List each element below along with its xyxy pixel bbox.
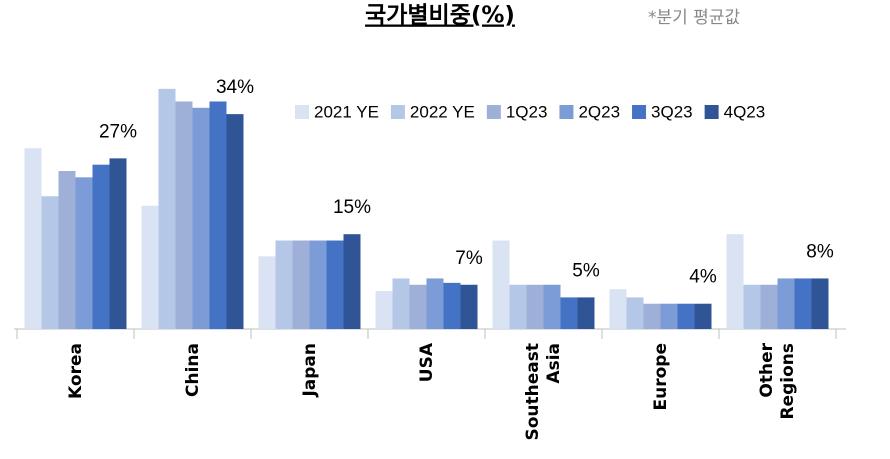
bar	[777, 278, 795, 329]
chart-title: 국가별비중(%)	[365, 3, 515, 29]
x-tick-label: China	[168, 343, 218, 453]
bar	[226, 114, 244, 330]
bar	[109, 158, 127, 329]
legend-label: 2Q23	[578, 102, 620, 121]
x-tick-label-text: Korea	[65, 343, 85, 399]
data-label: 7%	[455, 248, 483, 269]
bar	[460, 284, 478, 329]
legend-swatch	[559, 105, 574, 119]
bar	[509, 284, 527, 329]
bar	[743, 284, 761, 329]
bar	[326, 240, 344, 329]
bar	[41, 196, 59, 329]
bar	[577, 297, 595, 329]
bar	[175, 101, 193, 329]
bar	[309, 240, 327, 329]
legend-swatch	[390, 105, 405, 119]
data-label: 34%	[216, 77, 254, 98]
x-tick-label-text: USA	[416, 343, 436, 383]
bar	[677, 303, 695, 329]
x-tick-label-text: China	[182, 343, 202, 397]
legend-swatch	[632, 105, 647, 119]
data-label: 8%	[806, 241, 834, 262]
x-tick-label-text: Southeast Asia	[522, 343, 564, 441]
bar	[275, 240, 293, 329]
x-tick-label: Japan	[285, 343, 335, 453]
bar	[343, 234, 361, 329]
x-tick-label: Southeast Asia	[519, 343, 569, 453]
data-label: 5%	[572, 260, 600, 281]
bar	[409, 284, 427, 329]
legend-swatch	[704, 105, 719, 119]
bar	[258, 256, 276, 329]
x-tick-label: Other Regions	[753, 343, 803, 453]
legend-label: 2022 YE	[410, 102, 475, 121]
bar	[392, 278, 410, 329]
bar	[375, 291, 393, 329]
bar	[209, 101, 227, 329]
x-tick-label: USA	[402, 343, 452, 453]
bar	[760, 284, 778, 329]
legend-label: 1Q23	[506, 102, 548, 121]
bar	[560, 297, 578, 329]
x-tick-label: Europe	[636, 343, 686, 453]
bar	[811, 278, 829, 329]
bar	[643, 303, 661, 329]
bar	[609, 289, 627, 329]
data-label: 27%	[99, 121, 137, 142]
bar	[426, 278, 444, 329]
data-label: 15%	[333, 197, 371, 218]
x-tick-label: Korea	[51, 343, 101, 453]
legend-label: 3Q23	[651, 102, 693, 121]
legend-label: 4Q23	[724, 102, 766, 121]
bar	[694, 303, 712, 329]
bar	[292, 240, 310, 329]
bar	[192, 107, 210, 329]
legend-swatch	[486, 105, 501, 119]
bar	[75, 177, 93, 329]
chart-subtitle: *분기 평균값	[648, 8, 740, 28]
x-tick-label-text: Europe	[650, 343, 670, 411]
x-tick-label-text: Japan	[299, 343, 319, 397]
bar	[443, 282, 461, 329]
bar	[92, 164, 110, 329]
bar	[526, 284, 544, 329]
bar	[794, 278, 812, 329]
bar	[543, 284, 561, 329]
bar	[726, 234, 744, 329]
legend-swatch	[295, 105, 309, 119]
x-tick-label-text: Other Regions	[756, 343, 798, 420]
bar	[141, 205, 159, 329]
data-label: 4%	[689, 267, 717, 288]
bar	[158, 88, 176, 329]
bar	[626, 297, 644, 329]
bar	[492, 240, 510, 329]
bar	[660, 303, 678, 329]
legend-label: 2021 YE	[314, 102, 379, 121]
bar	[24, 148, 42, 329]
bar	[58, 171, 76, 329]
